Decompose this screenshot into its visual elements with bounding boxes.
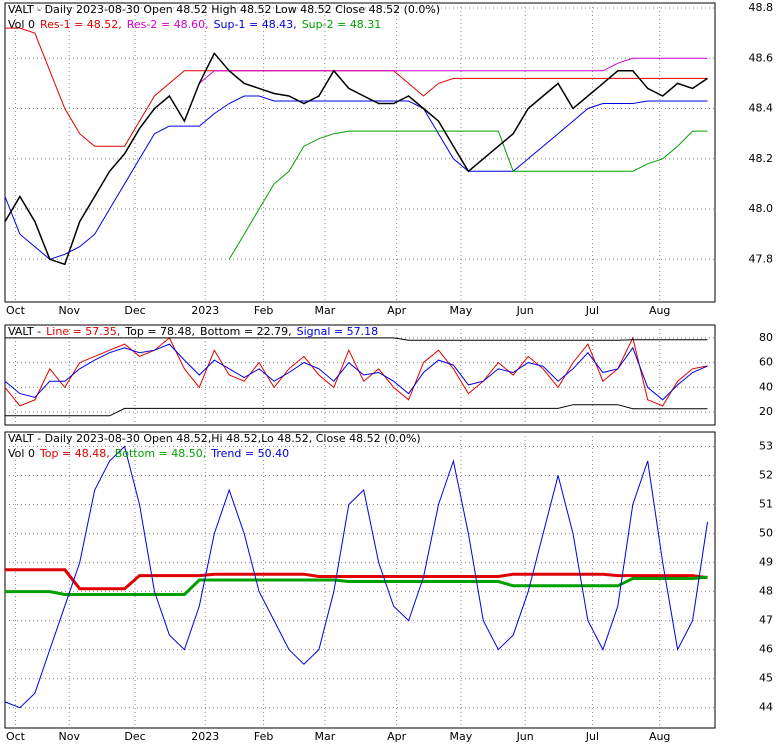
y-tick-label: 47.8 (749, 252, 774, 265)
legend-entry: Bottom = 48.50, (115, 447, 207, 460)
panel-title: VALT - Daily 2023-08-30 Open 48.52,Hi 48… (8, 432, 421, 445)
y-tick-label: 53 (759, 440, 773, 453)
series-line (198, 57, 708, 84)
series-line (4, 336, 708, 407)
x-tick-label: Jun (516, 730, 534, 743)
title: VALT - Daily 2023-08-30 Open 48.52,Hi 48… (8, 432, 421, 445)
y-tick-label: 48 (759, 585, 773, 598)
y-tick-label: 51 (759, 498, 773, 511)
x-tick-label: Aug (649, 304, 670, 317)
series-line (5, 568, 708, 591)
x-tick-label: Nov (59, 304, 81, 317)
legend-entry: Signal = 57.18 (297, 325, 379, 338)
panel-frame (4, 324, 716, 426)
x-tick-label: Jul (585, 304, 599, 317)
x-tick-label: Mar (314, 730, 335, 743)
panel-frame (4, 2, 716, 303)
y-tick-label: 40 (759, 380, 773, 393)
x-tick-label: 2023 (191, 730, 219, 743)
y-tick-label: 20 (759, 405, 773, 418)
x-tick-label: Dec (124, 304, 145, 317)
legend: Vol 0 Res-1 = 48.52, Res-2 = 48.60, Sup-1 =… (8, 18, 381, 31)
y-tick-label: 44 (759, 701, 773, 714)
x-tick-label: Mar (314, 304, 335, 317)
x-tick-label: 2023 (191, 304, 219, 317)
panel-title: VALT - Line = 57.35, Top = 78.48, Bottom = … (8, 325, 378, 338)
x-tick-label: May (450, 730, 473, 743)
y-tick-label: 45 (759, 672, 773, 685)
y-tick-label: 48.0 (749, 202, 774, 215)
series-line (4, 445, 708, 709)
y-tick-label: 48.8 (749, 1, 774, 14)
y-tick-label: 49 (759, 556, 773, 569)
x-tick-label: Nov (59, 730, 81, 743)
x-tick-label: Dec (124, 730, 145, 743)
x-tick-label: Apr (387, 304, 407, 317)
legend-entry: Line = 57.35, (46, 325, 120, 338)
x-tick-label: Oct (6, 304, 26, 317)
y-tick-label: 60 (759, 356, 773, 369)
x-tick-label: Feb (254, 304, 273, 317)
legend-entry: Trend = 50.40 (210, 447, 289, 460)
y-tick-label: 80 (759, 331, 773, 344)
x-tick-label: Jul (585, 730, 599, 743)
series-line (5, 575, 708, 596)
x-tick-label: Feb (254, 730, 273, 743)
legend-entry: Top = 48.48, (39, 447, 110, 460)
series-line (5, 404, 708, 417)
price-line (4, 51, 708, 266)
legend-entry: Sup-1 = 48.43, (214, 18, 297, 31)
y-tick-label: 48.4 (749, 102, 774, 115)
legend: Vol 0 Top = 48.48, Bottom = 48.50, Trend = … (8, 447, 289, 460)
x-tick-label: Apr (387, 730, 407, 743)
volume-label: Vol 0 (8, 18, 35, 31)
x-tick-label: May (450, 304, 473, 317)
series-line (4, 343, 708, 401)
x-tick-label: Aug (649, 730, 670, 743)
y-tick-label: 47 (759, 614, 773, 627)
series-line (5, 27, 708, 147)
panel-frame (4, 431, 716, 729)
x-tick-label: Jun (516, 304, 534, 317)
y-tick-label: 48.2 (749, 152, 774, 165)
legend-entry: Res-2 = 48.60, (127, 18, 209, 31)
y-tick-label: 46 (759, 643, 773, 656)
legend-entry: Top = 78.48, (124, 325, 195, 338)
y-tick-label: 48.6 (749, 51, 774, 64)
title: VALT - (8, 325, 41, 338)
series-line (5, 337, 708, 341)
legend-entry: Bottom = 22.79, (200, 325, 292, 338)
series-line (4, 95, 708, 260)
legend-entry: Sup-2 = 48.31 (302, 18, 382, 31)
legend-entry: Res-1 = 48.52, (40, 18, 122, 31)
y-tick-label: 52 (759, 469, 773, 482)
y-tick-label: 50 (759, 527, 773, 540)
volume-label: Vol 0 (8, 447, 35, 460)
x-tick-label: Oct (6, 730, 26, 743)
panel-title: VALT - Daily 2023-08-30 Open 48.52 High … (8, 3, 440, 16)
title: VALT - Daily 2023-08-30 Open 48.52 High … (8, 3, 440, 16)
series-line (228, 130, 708, 260)
